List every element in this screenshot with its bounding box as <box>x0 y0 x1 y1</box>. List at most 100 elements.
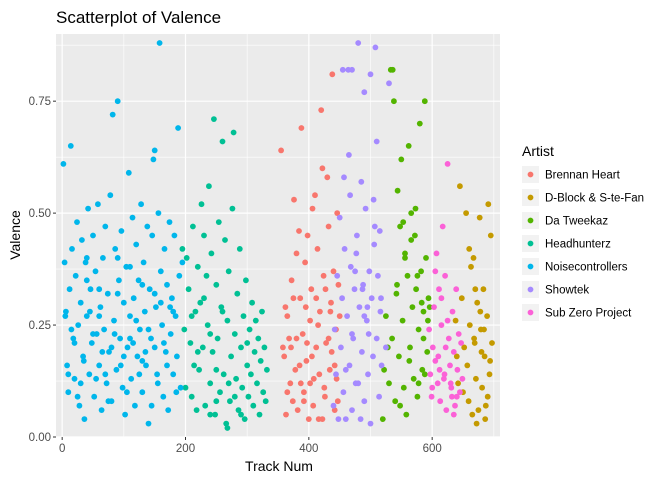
data-point <box>171 232 178 239</box>
data-point <box>206 183 212 190</box>
data-point <box>437 398 444 405</box>
data-point <box>487 358 493 364</box>
legend-swatch <box>527 171 534 178</box>
data-point <box>74 219 80 226</box>
data-point <box>389 335 395 342</box>
data-point <box>187 340 194 346</box>
data-point <box>225 380 232 387</box>
data-point <box>202 402 209 409</box>
data-point <box>241 416 248 422</box>
data-point <box>106 349 112 355</box>
data-point <box>334 398 341 405</box>
legend-item: Headhunterz <box>522 235 611 252</box>
legend-item: Showtek <box>522 281 589 298</box>
legend-swatch <box>527 194 534 201</box>
data-point <box>419 366 426 373</box>
data-point <box>334 272 341 279</box>
data-point <box>323 340 329 346</box>
data-point <box>354 232 360 239</box>
data-point <box>361 89 368 96</box>
legend-label: Da Tweekaz <box>545 216 608 228</box>
legend-label: Brennan Heart <box>545 170 621 182</box>
data-point <box>370 353 376 360</box>
data-point <box>330 402 337 409</box>
data-point <box>183 255 190 261</box>
data-point <box>111 331 118 337</box>
data-point <box>324 174 331 181</box>
x-axis-label: Track Num <box>245 458 313 474</box>
data-point <box>376 228 383 234</box>
legend-title: Artist <box>522 143 554 159</box>
data-point <box>378 362 385 369</box>
data-point <box>74 393 81 400</box>
data-point <box>414 272 421 279</box>
data-point <box>218 304 225 310</box>
legend-swatch <box>527 263 534 270</box>
data-point <box>194 263 201 270</box>
data-point <box>244 362 251 369</box>
data-point <box>66 286 73 293</box>
data-point <box>336 313 343 319</box>
x-tick-label: 0 <box>59 443 65 455</box>
data-point <box>140 259 147 266</box>
data-point <box>173 389 180 396</box>
data-point <box>118 228 125 234</box>
data-point <box>336 214 343 221</box>
data-point <box>399 317 406 324</box>
data-point <box>204 322 211 328</box>
data-point <box>127 313 133 319</box>
data-point <box>375 272 381 279</box>
data-point <box>448 384 455 391</box>
data-point <box>408 237 415 243</box>
data-point <box>326 366 333 373</box>
data-point <box>310 402 317 409</box>
data-point <box>482 416 489 422</box>
data-point <box>476 214 483 221</box>
data-point <box>309 205 316 212</box>
data-point <box>208 250 215 257</box>
data-point <box>301 389 307 396</box>
data-point <box>113 366 120 373</box>
data-point <box>458 295 465 302</box>
data-point <box>333 375 340 382</box>
data-point <box>220 371 227 378</box>
data-point <box>298 125 305 131</box>
data-point <box>191 362 198 369</box>
y-tick-label: 0.00 <box>29 432 51 444</box>
data-point <box>299 331 306 337</box>
data-point <box>426 304 433 310</box>
data-point <box>154 371 161 378</box>
data-point <box>347 192 353 199</box>
data-point <box>342 416 349 422</box>
data-point <box>127 263 133 270</box>
data-point <box>457 389 463 396</box>
data-point <box>468 263 474 270</box>
data-point <box>438 295 445 302</box>
data-point <box>255 335 262 342</box>
data-point <box>174 353 180 360</box>
data-point <box>459 375 466 382</box>
data-point <box>438 322 445 328</box>
data-point <box>402 255 408 261</box>
legend-item: Brennan Heart <box>522 166 621 183</box>
data-point <box>245 393 252 400</box>
data-point <box>432 268 439 275</box>
data-point <box>394 187 401 194</box>
data-point <box>162 349 169 355</box>
data-point <box>309 353 315 360</box>
data-point <box>334 210 341 217</box>
data-point <box>302 259 308 266</box>
data-point <box>425 295 432 302</box>
data-point <box>393 290 400 297</box>
data-point <box>127 335 133 342</box>
data-point <box>83 313 90 319</box>
data-point <box>141 308 148 315</box>
data-point <box>443 407 450 413</box>
data-point <box>85 205 91 212</box>
data-point <box>346 152 352 158</box>
data-point <box>421 98 428 105</box>
data-point <box>403 411 410 418</box>
data-point <box>418 268 424 275</box>
data-point <box>407 344 413 351</box>
data-point <box>101 326 107 333</box>
